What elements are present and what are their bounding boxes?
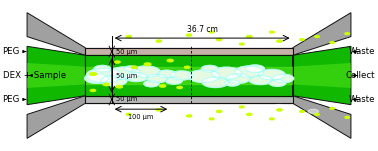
Circle shape: [86, 68, 122, 83]
Circle shape: [246, 113, 252, 116]
Polygon shape: [27, 63, 85, 88]
Circle shape: [125, 72, 147, 82]
Circle shape: [90, 89, 96, 92]
Text: 50 μm: 50 μm: [116, 72, 138, 79]
Circle shape: [115, 61, 120, 63]
Circle shape: [94, 66, 111, 72]
Text: Collect: Collect: [346, 71, 375, 80]
Text: 100 μm: 100 μm: [128, 114, 153, 120]
Circle shape: [269, 80, 286, 86]
Circle shape: [259, 69, 285, 80]
Circle shape: [202, 77, 229, 87]
Circle shape: [177, 86, 182, 88]
Circle shape: [217, 110, 222, 112]
Circle shape: [146, 74, 167, 83]
Text: Waste: Waste: [349, 47, 375, 56]
Circle shape: [330, 108, 335, 109]
Circle shape: [188, 70, 220, 83]
Circle shape: [156, 40, 161, 42]
Circle shape: [144, 81, 159, 87]
Circle shape: [273, 104, 285, 109]
Circle shape: [201, 66, 218, 72]
Circle shape: [157, 70, 176, 78]
Circle shape: [186, 34, 192, 36]
Circle shape: [273, 74, 294, 83]
Polygon shape: [27, 13, 85, 55]
Circle shape: [240, 43, 244, 45]
Circle shape: [116, 85, 122, 88]
Circle shape: [126, 113, 132, 116]
Circle shape: [126, 35, 132, 38]
Text: DEX + Sample: DEX + Sample: [3, 71, 66, 80]
Circle shape: [226, 74, 250, 83]
Circle shape: [277, 40, 282, 42]
Circle shape: [270, 118, 274, 120]
Circle shape: [249, 76, 272, 84]
Text: PEG: PEG: [3, 47, 26, 56]
Circle shape: [101, 76, 127, 86]
Circle shape: [170, 71, 193, 80]
Circle shape: [184, 66, 190, 68]
Circle shape: [212, 67, 242, 79]
Text: 36.7 cm: 36.7 cm: [187, 25, 218, 34]
Circle shape: [245, 65, 264, 72]
Circle shape: [225, 80, 240, 86]
Circle shape: [345, 33, 349, 35]
Circle shape: [315, 114, 319, 115]
Circle shape: [277, 109, 282, 111]
Circle shape: [270, 31, 274, 33]
Polygon shape: [293, 96, 351, 138]
Circle shape: [300, 111, 304, 112]
Polygon shape: [27, 96, 85, 138]
Circle shape: [109, 67, 141, 80]
Circle shape: [186, 115, 192, 117]
Polygon shape: [293, 13, 351, 55]
Text: Waste: Waste: [349, 95, 375, 104]
Text: 50 μm: 50 μm: [116, 96, 138, 102]
Circle shape: [166, 77, 182, 84]
Circle shape: [209, 31, 214, 33]
Text: PEG: PEG: [3, 95, 26, 104]
Circle shape: [308, 109, 319, 114]
Circle shape: [315, 36, 319, 37]
Circle shape: [90, 73, 96, 75]
Polygon shape: [293, 46, 351, 105]
Circle shape: [85, 74, 109, 83]
Circle shape: [144, 63, 151, 66]
Text: 50 μm: 50 μm: [116, 49, 138, 55]
Circle shape: [132, 66, 160, 77]
Circle shape: [300, 39, 304, 40]
Circle shape: [205, 106, 218, 111]
Circle shape: [240, 106, 244, 108]
Circle shape: [240, 111, 251, 115]
Circle shape: [160, 85, 166, 87]
Circle shape: [246, 35, 252, 38]
Circle shape: [345, 116, 349, 118]
Circle shape: [209, 118, 214, 120]
Circle shape: [167, 59, 173, 62]
Circle shape: [235, 66, 263, 77]
Polygon shape: [293, 63, 351, 88]
Polygon shape: [27, 46, 85, 105]
Circle shape: [132, 66, 138, 68]
Circle shape: [103, 83, 109, 86]
Circle shape: [217, 39, 222, 41]
Circle shape: [156, 109, 161, 111]
Circle shape: [330, 42, 335, 43]
Circle shape: [124, 66, 138, 71]
